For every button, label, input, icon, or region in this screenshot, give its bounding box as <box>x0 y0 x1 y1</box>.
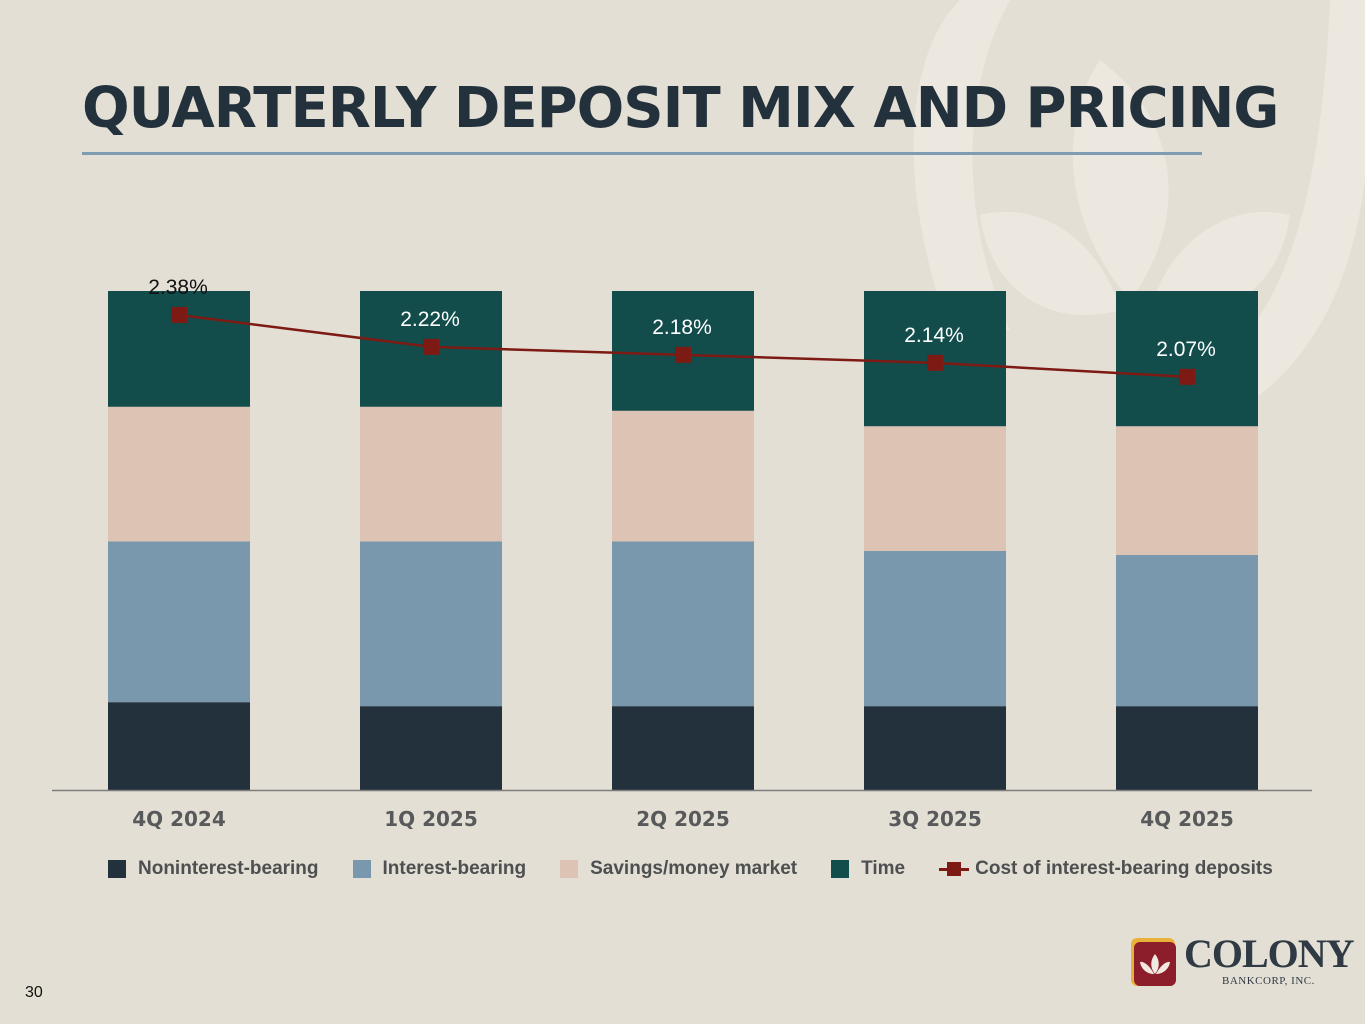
cost-data-label: 2.07% <box>1156 338 1216 361</box>
legend-item-savings-money-market: Savings/money market <box>560 858 797 880</box>
logo-wordmark: COLONY <box>1184 931 1355 976</box>
legend-swatch <box>108 860 126 878</box>
legend-label: Noninterest-bearing <box>138 858 319 879</box>
legend-swatch <box>560 860 579 878</box>
cost-marker-3 <box>927 354 943 371</box>
bar-segment-interest-bearing-2 <box>612 541 754 707</box>
bar-segment-savings-money-market-4 <box>1116 426 1258 555</box>
x-tick-label: 4Q 2025 <box>1140 807 1234 831</box>
legend-label: Interest-bearing <box>382 858 527 879</box>
x-tick-label: 4Q 2024 <box>132 807 226 831</box>
legend-line-swatch <box>939 860 970 878</box>
cost-marker-1 <box>423 338 439 355</box>
bar-segment-interest-bearing-1 <box>360 541 502 707</box>
cost-data-label: 2.14% <box>904 324 964 347</box>
bar-segment-interest-bearing-3 <box>864 550 1006 707</box>
cost-data-label: 2.18% <box>652 316 712 339</box>
cost-marker-4 <box>1179 368 1195 385</box>
x-tick-label: 3Q 2025 <box>888 807 982 831</box>
bar-segment-interest-bearing-4 <box>1116 554 1258 707</box>
bar-segment-savings-money-market-1 <box>360 406 502 542</box>
page-number: 30 <box>25 984 43 1001</box>
bar-segment-interest-bearing-0 <box>108 541 250 703</box>
legend-item-cost-of-interest-bearing-deposits: Cost of interest-bearing deposits <box>939 858 1273 880</box>
x-tick-label: 2Q 2025 <box>636 807 730 831</box>
legend-item-noninterest-bearing: Noninterest-bearing <box>108 858 319 880</box>
legend-swatch <box>831 860 850 878</box>
cost-marker-0 <box>171 306 187 323</box>
bar-segment-noninterest-bearing-0 <box>108 702 250 790</box>
legend-item-interest-bearing: Interest-bearing <box>352 858 527 880</box>
legend-label: Savings/money market <box>590 858 798 879</box>
company-logo: COLONY BANKCORP, INC. <box>1128 928 1355 990</box>
bar-segment-savings-money-market-0 <box>108 406 250 542</box>
cost-data-label: 2.22% <box>400 308 460 331</box>
lotus-logo-icon <box>1131 938 1176 986</box>
chart-legend: Noninterest-bearing Interest-bearing Savin… <box>108 858 1273 880</box>
title-divider <box>82 152 1202 155</box>
cost-data-label: 2.38% <box>148 276 208 299</box>
bar-segment-noninterest-bearing-4 <box>1116 706 1258 790</box>
legend-label: Time <box>861 858 906 879</box>
bar-segment-savings-money-market-3 <box>864 426 1006 551</box>
x-tick-label: 1Q 2025 <box>384 807 478 831</box>
bar-segment-savings-money-market-2 <box>612 410 754 542</box>
legend-swatch <box>352 860 371 878</box>
bar-segment-noninterest-bearing-1 <box>360 706 502 790</box>
legend-item-time: Time <box>831 858 905 880</box>
legend-label: Cost of interest-bearing deposits <box>975 858 1273 879</box>
bar-segment-noninterest-bearing-3 <box>864 706 1006 790</box>
bar-segment-noninterest-bearing-2 <box>612 706 754 790</box>
deposit-mix-chart: 4Q 2024 1Q 2025 2Q 2025 3Q 2025 4Q 2025 2.38%… <box>52 276 1312 831</box>
cost-marker-2 <box>675 346 691 363</box>
logo-subtitle: BANKCORP, INC. <box>1222 975 1315 987</box>
page-title: QUARTERLY DEPOSIT MIX AND PRICING <box>82 76 1279 141</box>
bar-segment-time-4 <box>1116 291 1258 427</box>
